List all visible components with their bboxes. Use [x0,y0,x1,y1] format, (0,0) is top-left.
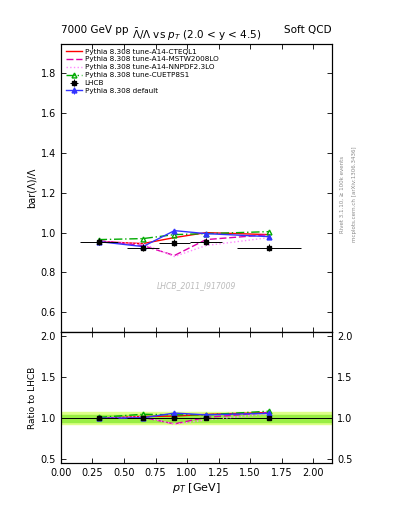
Pythia 8.308 tune-CUETP8S1 [96,237,101,243]
Text: 7000 GeV pp: 7000 GeV pp [61,25,129,35]
Pythia 8.308 tune-A14-MSTW2008LO [204,237,208,243]
Pythia 8.308 tune-A14-NNPDF2.3LO [204,243,208,249]
Line: Pythia 8.308 tune-A14-NNPDF2.3LO: Pythia 8.308 tune-A14-NNPDF2.3LO [99,238,269,257]
Bar [61,415,332,421]
Pythia 8.308 tune-CUETP8S1 [267,228,272,234]
Text: Rivet 3.1.10, ≥ 100k events: Rivet 3.1.10, ≥ 100k events [340,156,345,233]
Text: LHCB_2011_I917009: LHCB_2011_I917009 [157,282,236,290]
Pythia 8.308 tune-A14-MSTW2008LO [172,252,177,259]
Bar [61,412,332,424]
Pythia 8.308 tune-A14-CTEQL1 [141,241,145,247]
Pythia 8.308 tune-A14-NNPDF2.3LO [141,241,145,247]
Pythia 8.308 tune-CUETP8S1 [204,230,208,237]
Pythia 8.308 tune-A14-CTEQL1 [172,234,177,241]
Pythia 8.308 tune-A14-MSTW2008LO [96,238,101,244]
Line: Pythia 8.308 tune-A14-MSTW2008LO: Pythia 8.308 tune-A14-MSTW2008LO [99,234,269,255]
Line: Pythia 8.308 tune-A14-CTEQL1: Pythia 8.308 tune-A14-CTEQL1 [99,232,269,244]
Y-axis label: bar(Λ)/Λ: bar(Λ)/Λ [26,167,37,208]
Pythia 8.308 tune-A14-NNPDF2.3LO [172,253,177,260]
Text: Soft QCD: Soft QCD [285,25,332,35]
Line: Pythia 8.308 tune-CUETP8S1: Pythia 8.308 tune-CUETP8S1 [96,229,272,242]
Text: mcplots.cern.ch [arXiv:1306.3436]: mcplots.cern.ch [arXiv:1306.3436] [352,147,357,242]
Pythia 8.308 tune-A14-NNPDF2.3LO [267,234,272,241]
Pythia 8.308 tune-A14-CTEQL1 [267,231,272,238]
Title: $\bar{\Lambda}/\Lambda$ vs $p_T$ (2.0 < y < 4.5): $\bar{\Lambda}/\Lambda$ vs $p_T$ (2.0 < … [132,27,261,44]
Y-axis label: Ratio to LHCB: Ratio to LHCB [28,367,37,429]
Pythia 8.308 tune-CUETP8S1 [141,236,145,242]
Pythia 8.308 tune-CUETP8S1 [172,231,177,238]
Pythia 8.308 tune-A14-NNPDF2.3LO [96,239,101,245]
Pythia 8.308 tune-A14-CTEQL1 [96,239,101,245]
Pythia 8.308 tune-A14-MSTW2008LO [267,231,272,238]
Pythia 8.308 tune-A14-CTEQL1 [204,229,208,236]
Pythia 8.308 tune-A14-MSTW2008LO [141,243,145,249]
X-axis label: $p_T$ [GeV]: $p_T$ [GeV] [172,481,221,495]
Legend: Pythia 8.308 tune-A14-CTEQL1, Pythia 8.308 tune-A14-MSTW2008LO, Pythia 8.308 tun: Pythia 8.308 tune-A14-CTEQL1, Pythia 8.3… [64,47,220,95]
